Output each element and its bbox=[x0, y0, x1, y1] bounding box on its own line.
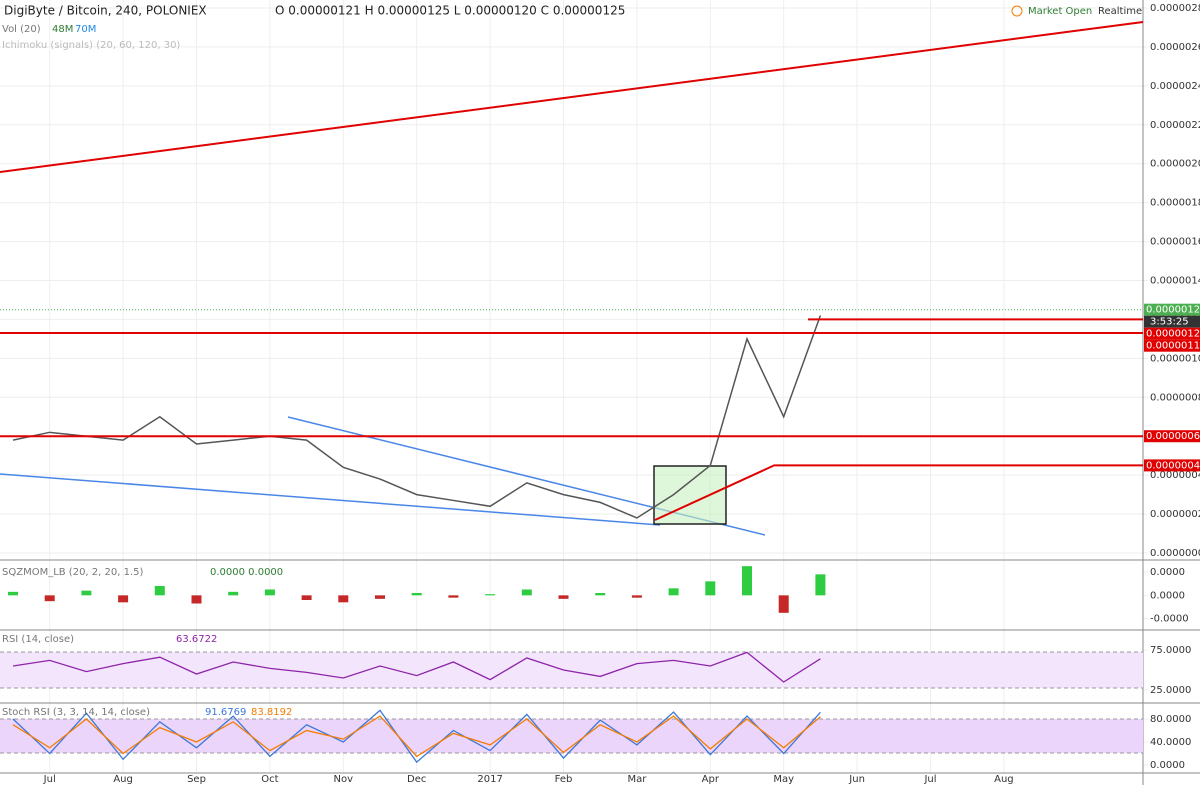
price-label-bg bbox=[1144, 459, 1200, 472]
legend-value: 83.8192 bbox=[251, 707, 292, 718]
y-tick-label: 75.0000 bbox=[1150, 645, 1191, 656]
labels: Jul Aug Sep Oct Nov Dec 2017 Feb Mar Apr May Jun Jul… bbox=[2, 3, 1200, 785]
x-tick-label: Nov bbox=[334, 774, 354, 785]
wedge-line bbox=[0, 473, 661, 526]
y-tick-label: 0.0000 bbox=[1150, 760, 1185, 771]
stoch-band bbox=[0, 719, 1143, 753]
y-tick-label: 25.0000 bbox=[1150, 685, 1191, 696]
x-tick-label: Mar bbox=[627, 774, 647, 785]
momentum-bar bbox=[485, 594, 496, 596]
momentum-bar bbox=[375, 595, 385, 599]
price-label-bg bbox=[1144, 339, 1200, 352]
x-tick-label: Dec bbox=[407, 774, 426, 785]
momentum-bar bbox=[668, 588, 679, 596]
ichimoku-title: Ichimoku (signals) (20, 60, 120, 30) bbox=[2, 40, 180, 51]
momentum-bar bbox=[338, 595, 349, 603]
realtime: Realtime bbox=[1098, 6, 1142, 17]
y-tick-label: 0.00000220 bbox=[1150, 120, 1200, 131]
y-tick-label: 0.00000280 bbox=[1150, 3, 1200, 14]
x-tick-label: Jul bbox=[923, 774, 936, 785]
y-tick-label: 0.00000240 bbox=[1150, 81, 1200, 92]
y-tick-label: 0.00000200 bbox=[1150, 159, 1200, 170]
x-tick-label: 2017 bbox=[477, 774, 502, 785]
y-tick-label: 0.00000000 bbox=[1150, 548, 1200, 559]
y-tick-label: 0.00000020 bbox=[1150, 509, 1200, 520]
trend-line bbox=[0, 21, 1144, 173]
y-tick-label: 0.00000140 bbox=[1150, 276, 1200, 287]
y-tick-label: 0.00000100 bbox=[1150, 353, 1200, 364]
momentum-bar bbox=[44, 595, 55, 602]
momentum-bar bbox=[558, 595, 569, 599]
momentum-bar bbox=[8, 591, 18, 596]
price-label: 0.00000045 bbox=[1146, 460, 1200, 471]
momentum-bar bbox=[154, 586, 165, 596]
market-status: Market Open bbox=[1028, 6, 1092, 17]
price-label-bg bbox=[1144, 327, 1200, 340]
vol-value: 70M bbox=[75, 24, 96, 35]
momentum-bar bbox=[631, 595, 642, 598]
x-tick-label: Jun bbox=[848, 774, 865, 785]
panel-title: RSI (14, close) bbox=[2, 634, 74, 645]
momentum-bar bbox=[778, 595, 789, 613]
vol-title: Vol (20) bbox=[2, 24, 41, 35]
legend-value: 91.6769 bbox=[205, 707, 246, 718]
panel-title: SQZMOM_LB (20, 2, 20, 1.5) bbox=[2, 567, 143, 578]
rsi-band bbox=[0, 652, 1143, 688]
x-tick-label: Feb bbox=[555, 774, 573, 785]
x-tick-label: May bbox=[773, 774, 794, 785]
x-tick-label: Oct bbox=[261, 774, 278, 785]
momentum-bar bbox=[81, 590, 92, 596]
momentum-bar bbox=[595, 593, 606, 596]
clock: 3:53:25 bbox=[1150, 317, 1189, 328]
panel-title: Stoch RSI (3, 3, 14, 14, close) bbox=[2, 707, 150, 718]
x-tick-label: Jul bbox=[43, 774, 56, 785]
price-label: 0.00000113 bbox=[1146, 341, 1200, 352]
momentum-bar bbox=[118, 595, 129, 603]
y-tick-label: 0.00000260 bbox=[1150, 42, 1200, 53]
price-label-bg bbox=[1144, 430, 1200, 443]
grid bbox=[0, 0, 1148, 773]
panel-readout: 0.0000 0.0000 bbox=[210, 567, 283, 578]
y-tick-label: 0.0000 bbox=[1150, 567, 1185, 578]
price-label-bg bbox=[1144, 303, 1200, 316]
price-label: 0.00000125 bbox=[1146, 305, 1200, 316]
y-tick-label: -0.0000 bbox=[1150, 614, 1189, 625]
momentum-bar bbox=[191, 595, 202, 604]
x-tick-label: Sep bbox=[187, 774, 206, 785]
vol-value: 48M bbox=[52, 24, 73, 35]
x-tick-label: Aug bbox=[994, 774, 1014, 785]
y-tick-label: 80.0000 bbox=[1150, 714, 1191, 725]
y-tick-label: 0.00000080 bbox=[1150, 392, 1200, 403]
momentum-bar bbox=[264, 589, 275, 596]
x-tick-label: Apr bbox=[702, 774, 720, 785]
momentum-bar bbox=[301, 595, 312, 600]
momentum-bar bbox=[742, 566, 752, 596]
status-icon bbox=[1011, 5, 1023, 17]
momentum-bar bbox=[705, 581, 716, 596]
ohlc: O 0.00000121 H 0.00000125 L 0.00000120 C… bbox=[275, 4, 625, 18]
x-tick-label: Aug bbox=[113, 774, 133, 785]
symbol: DigiByte / Bitcoin, 240, POLONIEX bbox=[4, 4, 207, 18]
stoch-line bbox=[12, 715, 821, 758]
y-tick-label: 40.0000 bbox=[1150, 737, 1191, 748]
momentum-bar bbox=[521, 589, 532, 596]
momentum-bar bbox=[448, 595, 459, 598]
y-tick-label: 0.0000 bbox=[1150, 590, 1185, 601]
price-label: 0.00000120 bbox=[1146, 329, 1200, 340]
y-tick-label: 0.00000180 bbox=[1150, 198, 1200, 209]
price-line bbox=[12, 315, 822, 519]
plot bbox=[0, 309, 1143, 764]
rsi-line bbox=[12, 651, 821, 683]
momentum-bar bbox=[815, 574, 826, 596]
clock-bg bbox=[1144, 315, 1200, 328]
panel-readout: 63.6722 bbox=[176, 634, 217, 645]
momentum-bar bbox=[411, 593, 422, 596]
momentum-bar bbox=[228, 591, 239, 596]
y-tick-label: 0.00000160 bbox=[1150, 237, 1200, 248]
trend-line bbox=[654, 464, 776, 521]
